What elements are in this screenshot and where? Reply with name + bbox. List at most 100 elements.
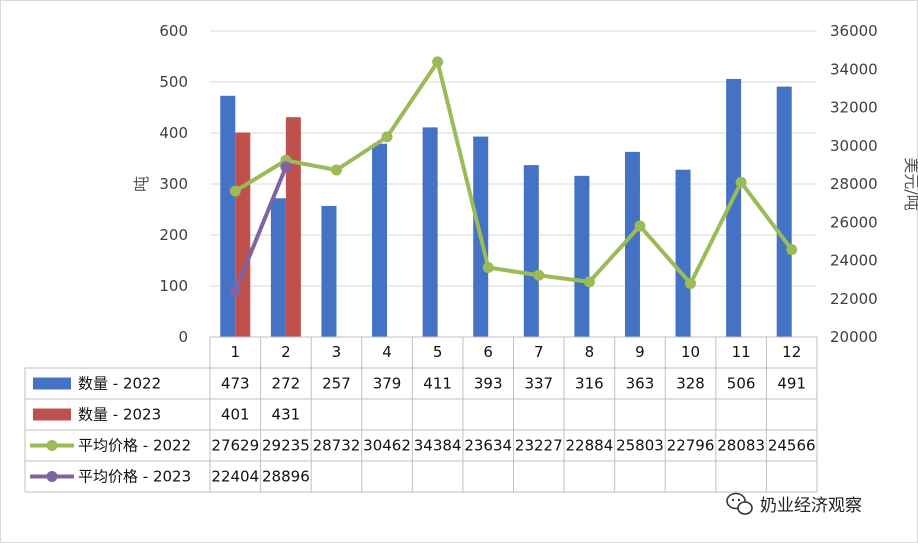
category-label: 12 [782, 343, 801, 361]
table-value: 411 [423, 375, 452, 393]
y-left-axis-title: 吨 [132, 176, 151, 192]
data-point [533, 269, 545, 281]
table-value: 23634 [464, 437, 512, 455]
table-value: 34384 [414, 437, 462, 455]
data-point [280, 161, 292, 173]
table-value: 491 [777, 375, 806, 393]
table-value: 30462 [363, 437, 411, 455]
table-value: 25803 [616, 437, 664, 455]
y-left-tick: 300 [159, 175, 188, 193]
category-label: 7 [534, 343, 544, 361]
bars [220, 78, 792, 338]
data-point [786, 244, 798, 256]
y-left-tick: 500 [159, 73, 188, 91]
bar [372, 143, 388, 337]
y-right-tick: 28000 [830, 175, 878, 193]
table-value: 328 [676, 375, 705, 393]
y-left-tick: 0 [178, 328, 188, 346]
category-label: 5 [433, 343, 443, 361]
bar [574, 175, 590, 337]
y-left-tick: 400 [159, 124, 188, 142]
y-left-tick: 200 [159, 226, 188, 244]
table-value: 27629 [211, 437, 259, 455]
data-point [634, 220, 646, 232]
table-value: 24566 [768, 437, 816, 455]
category-label: 6 [483, 343, 493, 361]
category-label: 8 [585, 343, 595, 361]
table-value: 23227 [515, 437, 563, 455]
table-value: 473 [221, 375, 250, 393]
table-value: 272 [272, 375, 301, 393]
y-right-tick: 26000 [830, 213, 878, 231]
table-value: 28896 [262, 468, 310, 486]
data-point [685, 278, 697, 290]
category-label: 11 [732, 343, 751, 361]
y-right-axis-title: 美元/吨 [902, 157, 918, 210]
data-point [229, 285, 241, 297]
category-label: 2 [281, 343, 291, 361]
legend-label: 平均价格 - 2022 [78, 437, 191, 455]
series-line [233, 166, 288, 292]
legend-swatch [33, 377, 71, 390]
watermark-text: 奶业经济观察 [760, 496, 862, 516]
table-value: 316 [575, 375, 604, 393]
data-point [482, 261, 494, 273]
table-value: 431 [272, 406, 301, 424]
bar [270, 198, 286, 337]
bar [776, 86, 792, 337]
data-point [432, 56, 444, 68]
bar [675, 169, 691, 337]
y-right-tick: 30000 [830, 137, 878, 155]
y-right-tick: 20000 [830, 328, 878, 346]
legend-swatch [46, 440, 58, 451]
lines [229, 56, 798, 297]
axis-ticks: 0 100 200 300 400 500 600 20000 22000 24000 26000 2… [159, 22, 877, 346]
table-value: 29235 [262, 437, 310, 455]
table-value: 401 [221, 406, 250, 424]
data-point [330, 164, 342, 176]
category-label: 3 [332, 343, 342, 361]
table-value: 22404 [211, 468, 259, 486]
bar [285, 117, 301, 337]
legend-label: 平均价格 - 2023 [78, 468, 191, 486]
y-right-tick: 32000 [830, 99, 878, 117]
bar [220, 95, 236, 338]
wechat-icon [726, 492, 753, 515]
category-label: 10 [681, 343, 700, 361]
bar [321, 205, 337, 337]
y-right-tick: 36000 [830, 22, 878, 40]
data-point [735, 176, 747, 188]
y-right-tick: 24000 [830, 252, 878, 270]
table-value: 22884 [566, 437, 614, 455]
legend-swatch [33, 408, 71, 421]
table-value: 506 [727, 375, 756, 393]
y-right-tick: 22000 [830, 290, 878, 308]
bar [726, 78, 742, 337]
table-value: 363 [626, 375, 655, 393]
category-label: 1 [231, 343, 241, 361]
category-label: 4 [382, 343, 392, 361]
table-value: 28732 [313, 437, 361, 455]
data-point [381, 131, 393, 143]
table-value: 379 [373, 375, 402, 393]
data-point [229, 185, 241, 197]
table-value: 337 [524, 375, 553, 393]
y-left-tick: 100 [159, 277, 188, 295]
data-point [583, 276, 595, 288]
table-value: 393 [474, 375, 503, 393]
category-label: 9 [635, 343, 645, 361]
table-value: 257 [322, 375, 351, 393]
y-right-tick: 34000 [830, 60, 878, 78]
legend-label: 数量 - 2022 [78, 375, 161, 393]
legend-swatch [46, 471, 58, 482]
legend-label: 数量 - 2023 [78, 406, 161, 424]
bar [523, 165, 539, 337]
bar [235, 132, 251, 337]
series-line [234, 59, 794, 286]
table-value: 28083 [717, 437, 765, 455]
bar [624, 151, 640, 337]
table-value: 22796 [667, 437, 715, 455]
